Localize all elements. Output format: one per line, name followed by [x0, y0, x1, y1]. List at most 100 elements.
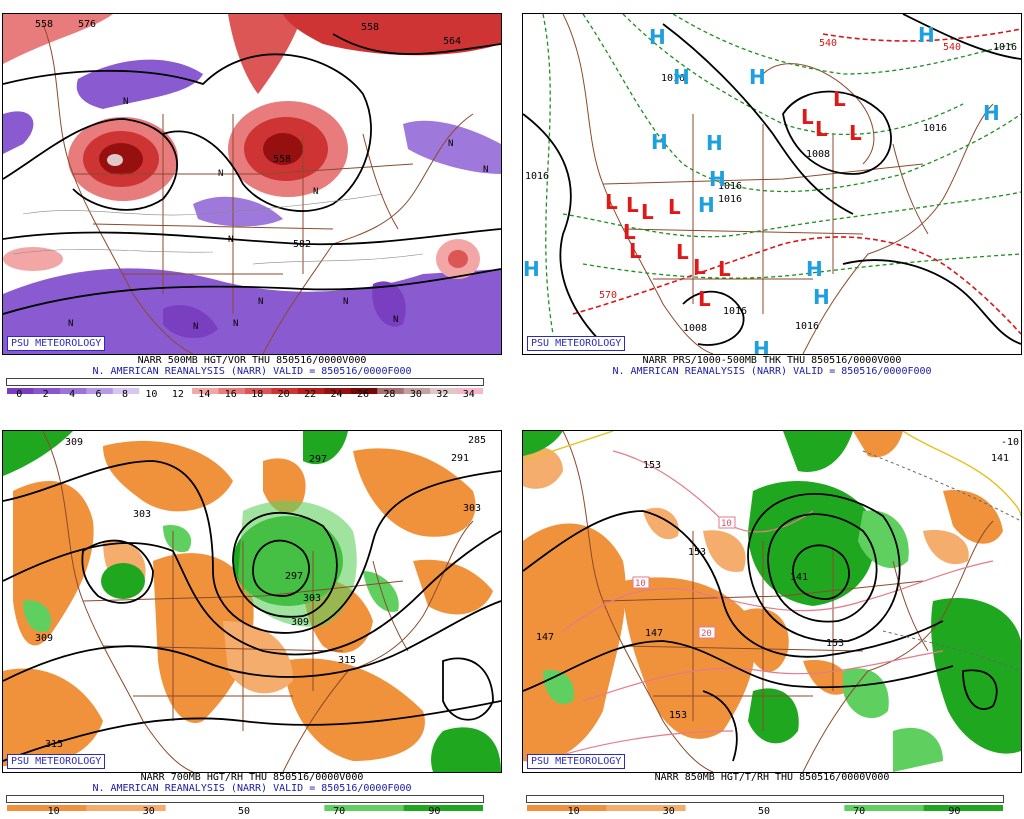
colorbar-swatch	[139, 388, 167, 394]
colorbar-tick-label: 10	[145, 389, 158, 400]
colorbar-tick-label: 14	[198, 389, 211, 400]
brand-badge: PSU METEOROLOGY	[7, 754, 106, 769]
colorbar-tick-label: 12	[171, 389, 184, 400]
colorbar-swatch	[350, 388, 378, 394]
min-marker: N	[233, 319, 238, 329]
geography-borders	[562, 14, 994, 354]
high-center: H	[753, 337, 770, 354]
colorbar-swatch	[403, 388, 431, 394]
low-center: L	[698, 287, 711, 311]
contour-label: 1008	[683, 323, 707, 334]
colorbar-swatch	[7, 388, 34, 394]
colorbar-tick-label: 24	[330, 389, 343, 400]
contour-label: 291	[451, 453, 469, 464]
contour-label: 1016	[661, 73, 685, 84]
colorbar-swatch	[271, 388, 299, 394]
colorbar-swatch	[765, 805, 845, 811]
contour-labels: 153 153 141 147 147 153 153 141 -10	[536, 437, 1019, 721]
contour-label: 153	[669, 710, 687, 721]
contour-label: 315	[338, 655, 356, 666]
colorbar-swatch	[324, 388, 352, 394]
high-center: H	[806, 257, 823, 281]
contour-labels: 309 303 297 291 285 303 297 303 309 309 …	[35, 435, 486, 750]
low-center: L	[641, 200, 654, 224]
low-center: L	[833, 87, 846, 111]
min-marker: N	[393, 315, 398, 325]
colorbar-tick-label: 70	[853, 806, 866, 817]
brand-badge: PSU METEOROLOGY	[527, 754, 626, 769]
colorbar	[6, 378, 484, 394]
colorbar-swatch	[59, 388, 87, 394]
contour-label: 303	[463, 503, 481, 514]
moist-regions	[523, 431, 1021, 754]
caption-product: NARR 850MB HGT/T/RH THU 850516/0000V000	[654, 772, 890, 783]
contour-label: 303	[133, 509, 151, 520]
colorbar-swatch	[165, 388, 193, 394]
contour-label: -10	[1001, 437, 1019, 448]
colorbar-swatch	[33, 388, 61, 394]
contour-label: 153	[643, 460, 661, 471]
colorbar-swatch	[192, 388, 220, 394]
colorbar-tick-label: 20	[277, 389, 290, 400]
colorbar-swatch	[377, 388, 405, 394]
high-center: H	[983, 101, 1000, 125]
colorbar-tick-label: 90	[948, 806, 961, 817]
isobars	[523, 14, 1021, 346]
vorticity-high-region	[3, 247, 63, 271]
colorbar-tick-label: 26	[356, 389, 370, 400]
colorbar-tick-label: 70	[333, 806, 346, 817]
high-center: H	[649, 25, 666, 49]
high-pressure-centers: H H H H H H H H H H H H H	[523, 23, 1000, 354]
colorbar-swatch	[456, 388, 484, 394]
high-center: H	[709, 167, 726, 191]
colorbar-tick-label: 0	[16, 389, 23, 400]
contour-label: 309	[65, 437, 83, 448]
colorbar-swatch	[923, 805, 1004, 811]
thickness-contours	[542, 14, 1021, 335]
map-500mb-canvas: 558 576 558 582 558 564 N N N N N N N N …	[3, 14, 501, 354]
contour-label: 141	[991, 453, 1009, 464]
contour-label: 303	[303, 593, 321, 604]
colorbar-tick-label: 10	[47, 806, 60, 817]
low-center: L	[626, 193, 639, 217]
map-850mb-canvas: 153 153 141 147 147 153 153 141 -10 10 1…	[523, 431, 1021, 772]
low-center: L	[801, 105, 814, 129]
colorbar-tick-label: 8	[121, 389, 129, 400]
colorbar-swatch	[245, 805, 325, 811]
colorbar-swatch	[606, 805, 687, 811]
caption-valid: N. AMERICAN REANALYSIS (NARR) VALID = 85…	[92, 366, 412, 377]
vorticity-high-region	[3, 14, 113, 64]
contour-label: 315	[45, 739, 63, 750]
contour-label: 1016	[718, 194, 742, 205]
contour-label: 1016	[795, 321, 819, 332]
min-marker: N	[68, 319, 73, 329]
dry-regions	[523, 431, 1003, 762]
colorbar-tick-label: 4	[69, 389, 76, 400]
map-pressure: 540 540 1016 1016 1016 1008 1016 1016 10…	[522, 13, 1022, 355]
colorbar-swatches	[527, 805, 1004, 811]
colorbar-tick-label: 22	[304, 389, 317, 400]
temperature-label: 10	[635, 579, 646, 589]
vorticity-low-region	[76, 59, 203, 109]
colorbar-tick-label: 50	[237, 806, 251, 817]
colorbar-tick-label: 18	[251, 389, 264, 400]
contour-label: 540	[819, 38, 837, 49]
colorbar-swatch	[685, 805, 766, 811]
colorbar	[526, 795, 1004, 811]
temperature-contours-cold	[523, 431, 1021, 517]
colorbar-tick-label: 28	[383, 389, 396, 400]
colorbar-ticks: 0 2 4 6 8 10 12 14 16 18 20 22 24 26 28 30 32 34	[6, 389, 484, 401]
colorbar-ticks: 10 30 50 70 90	[6, 806, 484, 818]
colorbar-tick-label: 30	[142, 806, 155, 817]
contour-label: 1016	[993, 42, 1017, 53]
low-pressure-centers: L L L L L L L L L L L L L L	[605, 87, 862, 311]
contour-label: 297	[285, 571, 303, 582]
contour-label: 285	[468, 435, 486, 446]
map-850mb: 153 153 141 147 147 153 153 141 -10 10 1…	[522, 430, 1022, 773]
vorticity-high-region	[283, 14, 501, 56]
temperature-labels: 10 10 20	[632, 516, 736, 639]
low-center: L	[815, 117, 828, 141]
colorbar-swatches	[7, 805, 484, 811]
colorbar-tick-label: 6	[95, 389, 102, 400]
contour-label: 564	[443, 36, 461, 47]
